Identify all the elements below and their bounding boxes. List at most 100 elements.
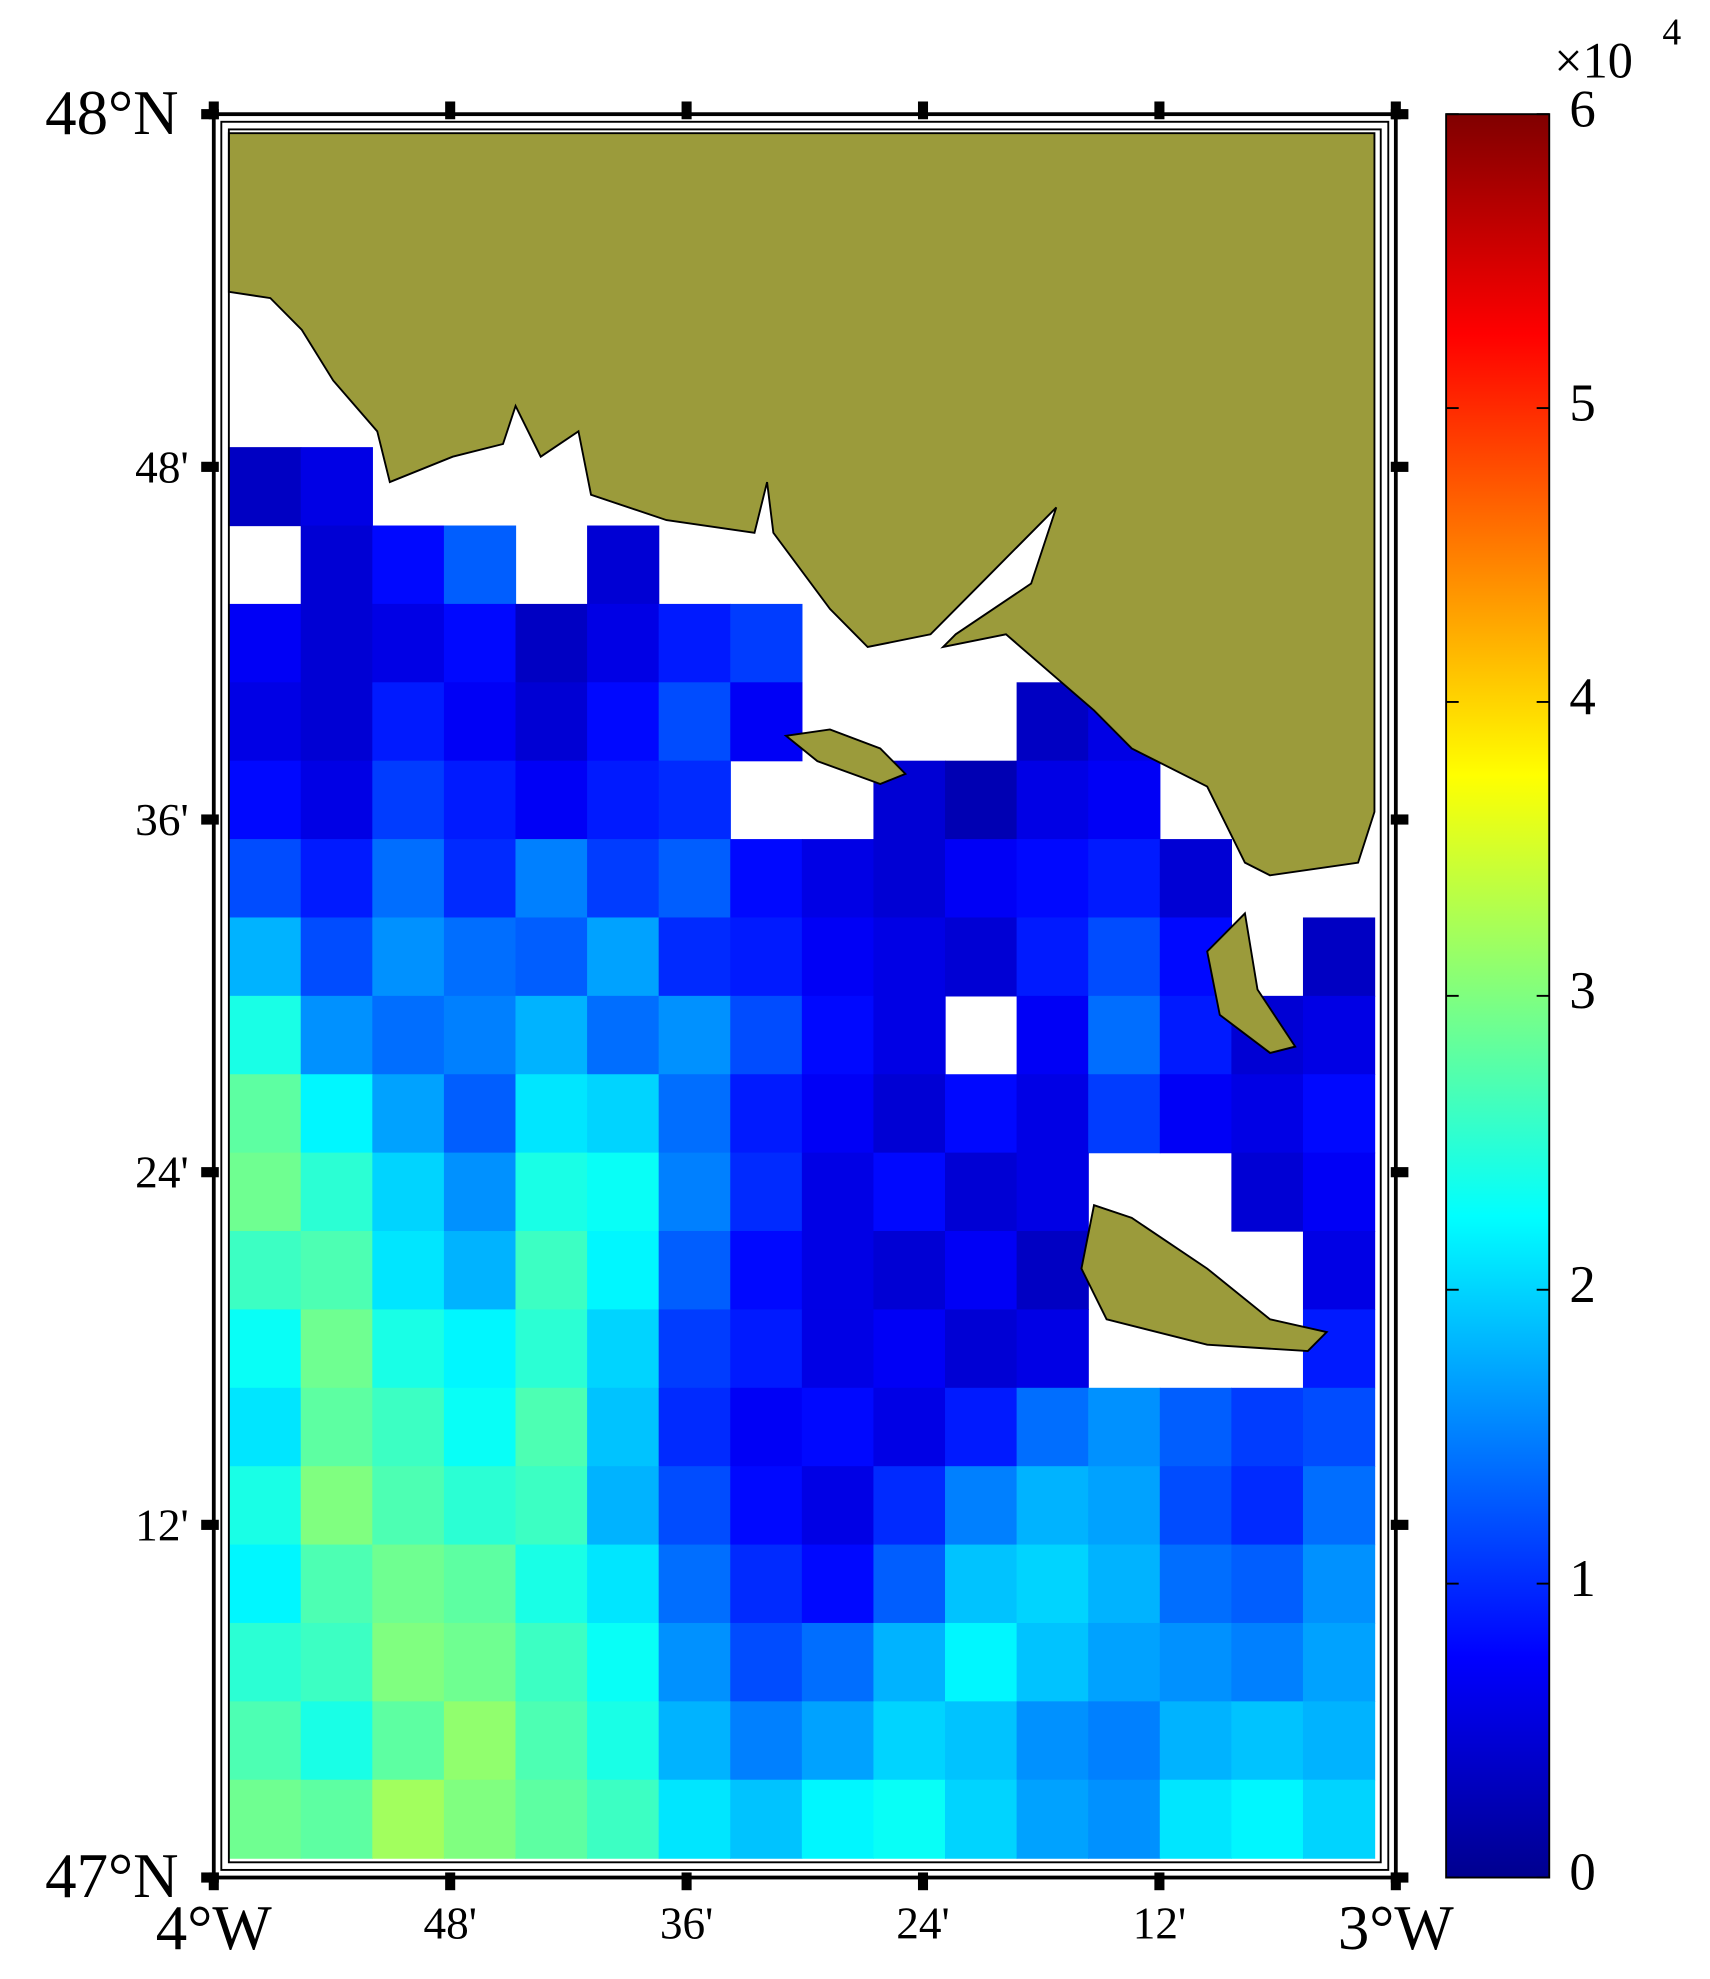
cell bbox=[372, 1466, 445, 1546]
cell bbox=[372, 760, 445, 840]
axes: ×10 4 4°W 48' 36' 24' 12' 3°W 47°N 12' 24' 36' 48'… bbox=[45, 11, 1681, 1963]
cell bbox=[730, 1779, 803, 1859]
cell bbox=[1159, 839, 1233, 919]
cell bbox=[300, 1309, 373, 1389]
x-tick bbox=[1154, 1872, 1165, 1891]
cell bbox=[945, 1231, 1018, 1311]
cell bbox=[945, 917, 1018, 997]
colorbar-tick-label: 2 bbox=[1569, 1256, 1595, 1314]
cell bbox=[372, 1779, 445, 1859]
colorbar-tick-label: 6 bbox=[1569, 80, 1595, 138]
cell bbox=[873, 917, 946, 997]
cell bbox=[372, 839, 445, 919]
y-tick bbox=[201, 1519, 219, 1530]
cell bbox=[801, 1622, 875, 1702]
cell bbox=[730, 839, 803, 919]
cell bbox=[1016, 1466, 1089, 1546]
cell bbox=[229, 1544, 302, 1624]
cell bbox=[658, 1622, 731, 1702]
cell bbox=[873, 1074, 946, 1154]
y-tick-label: 12' bbox=[135, 1499, 188, 1550]
cell bbox=[1088, 1466, 1161, 1546]
cell bbox=[1088, 1074, 1161, 1154]
cell bbox=[1159, 1622, 1233, 1702]
cell bbox=[730, 1622, 803, 1702]
cell bbox=[873, 839, 946, 919]
x-tick bbox=[445, 1872, 456, 1891]
cell bbox=[229, 1309, 302, 1389]
map-view: ×10 4 4°W 48' 36' 24' 12' 3°W 47°N 12' 24' 36' 48'… bbox=[45, 11, 1681, 1963]
cell bbox=[300, 1231, 373, 1311]
cell bbox=[1088, 839, 1161, 919]
cell bbox=[801, 1074, 875, 1154]
cell bbox=[801, 1779, 875, 1859]
cell bbox=[229, 682, 302, 762]
cell bbox=[1016, 1074, 1089, 1154]
cell bbox=[372, 1544, 445, 1624]
cell bbox=[300, 1074, 373, 1154]
cell bbox=[443, 1466, 517, 1546]
cell bbox=[1159, 1387, 1233, 1467]
cell bbox=[658, 1779, 731, 1859]
cell bbox=[1159, 1544, 1233, 1624]
cell bbox=[801, 917, 875, 997]
cell bbox=[300, 1544, 373, 1624]
cell bbox=[1231, 1152, 1304, 1232]
y-tick bbox=[201, 814, 219, 825]
y-tick-label: 47°N bbox=[45, 1841, 178, 1911]
cell bbox=[443, 1544, 517, 1624]
cell bbox=[443, 1231, 517, 1311]
cell bbox=[229, 1779, 302, 1859]
cell bbox=[229, 1387, 302, 1467]
cell bbox=[587, 917, 660, 997]
cell bbox=[515, 1387, 588, 1467]
y-tick bbox=[201, 109, 219, 120]
x-tick-label: 48' bbox=[423, 1898, 476, 1949]
cell bbox=[229, 839, 302, 919]
cell bbox=[587, 1231, 660, 1311]
x-tick-label: 3°W bbox=[1338, 1893, 1454, 1963]
cell bbox=[1302, 1387, 1376, 1467]
cell bbox=[730, 1544, 803, 1624]
cell bbox=[730, 1152, 803, 1232]
cell bbox=[443, 1074, 517, 1154]
x-tick bbox=[917, 1872, 929, 1891]
cell bbox=[587, 1309, 660, 1389]
cell bbox=[443, 1779, 517, 1859]
cell bbox=[587, 1074, 660, 1154]
cell bbox=[515, 1309, 588, 1389]
cell bbox=[873, 1387, 946, 1467]
cell bbox=[1088, 1779, 1161, 1859]
cell bbox=[730, 603, 803, 683]
cell bbox=[443, 1152, 517, 1232]
cell bbox=[372, 682, 445, 762]
cell bbox=[587, 1387, 660, 1467]
cell bbox=[658, 1309, 731, 1389]
colorbar-tick-label: 0 bbox=[1569, 1844, 1595, 1902]
cell bbox=[300, 995, 373, 1075]
cell bbox=[443, 995, 517, 1075]
colorbar-multiplier: ×10 bbox=[1554, 32, 1633, 88]
cell bbox=[1016, 1309, 1089, 1389]
cell bbox=[372, 1231, 445, 1311]
cell bbox=[300, 1152, 373, 1232]
cell bbox=[1302, 1622, 1376, 1702]
cell bbox=[1231, 1622, 1304, 1702]
peninsula bbox=[1206, 911, 1297, 1054]
cell bbox=[300, 682, 373, 762]
cell bbox=[443, 525, 517, 605]
island bbox=[1080, 1203, 1329, 1353]
cell bbox=[945, 1152, 1018, 1232]
cell bbox=[945, 1701, 1018, 1781]
y-tick bbox=[1390, 1519, 1409, 1530]
cell bbox=[1088, 1544, 1161, 1624]
cell bbox=[730, 1466, 803, 1546]
cell bbox=[801, 1152, 875, 1232]
cell bbox=[658, 682, 731, 762]
cell bbox=[515, 603, 588, 683]
x-tick bbox=[681, 101, 692, 120]
land bbox=[227, 132, 1376, 1353]
cell bbox=[515, 1779, 588, 1859]
cell bbox=[1088, 1622, 1161, 1702]
